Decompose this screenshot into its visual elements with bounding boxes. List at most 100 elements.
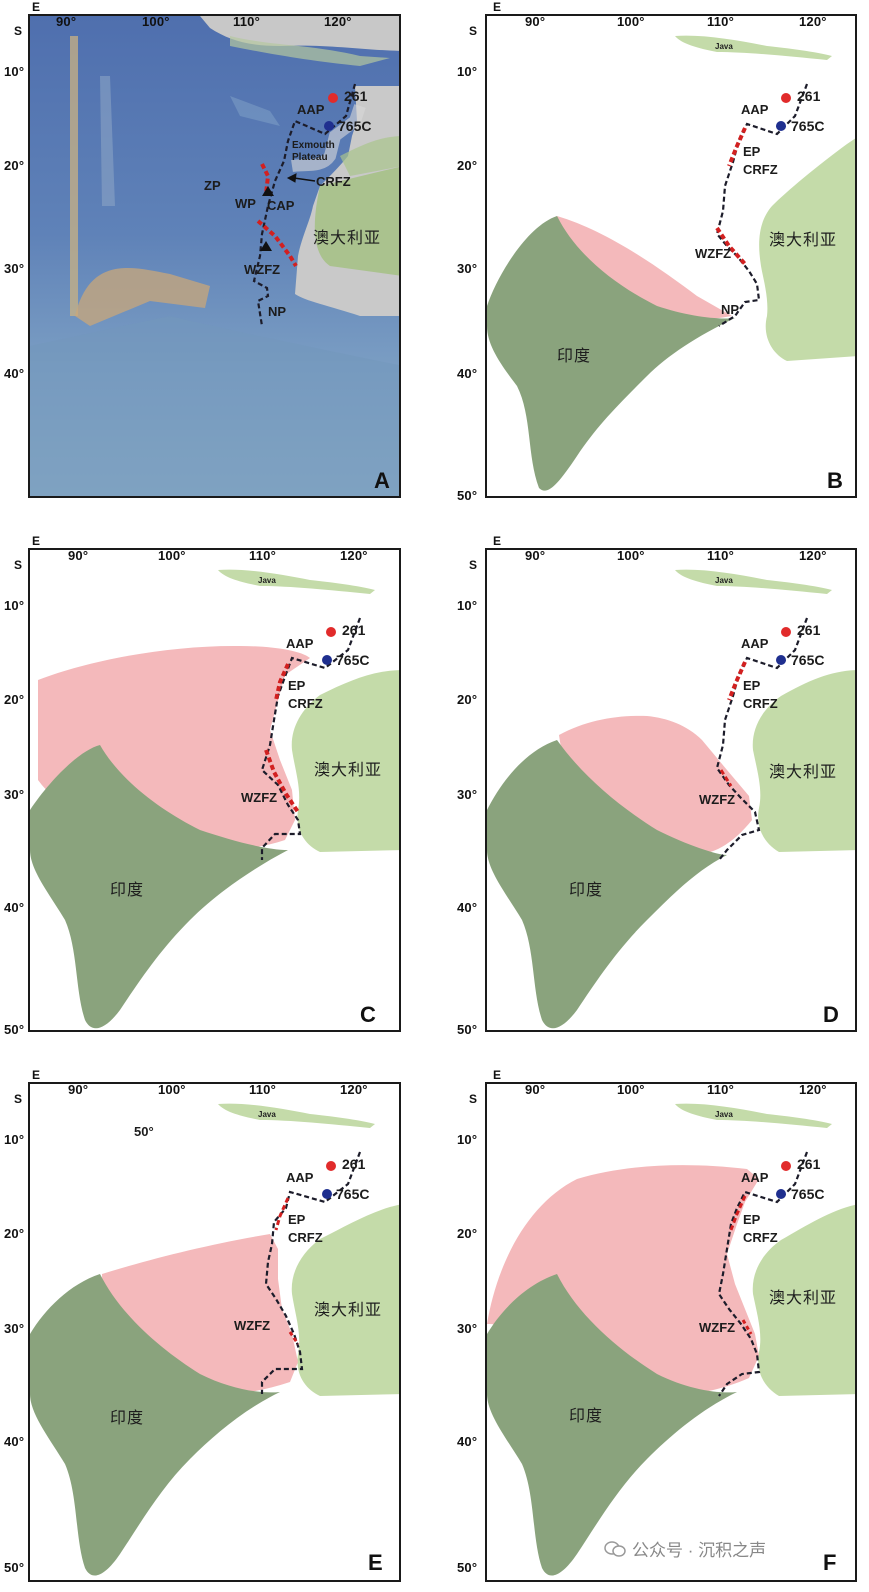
label-crfz-e: CRFZ — [288, 1230, 323, 1245]
lon-label-100-d: 100° — [617, 548, 645, 563]
label-wzfz: WZFZ — [244, 262, 281, 277]
lat-corner-c: S — [14, 558, 23, 572]
site-765c-marker-f — [776, 1189, 786, 1199]
label-plateau: Plateau — [292, 152, 328, 163]
label-australia-e: 澳大利亚 — [314, 1302, 383, 1319]
rift-segment-b1 — [727, 127, 747, 167]
rift-segment-f1 — [729, 1195, 747, 1231]
lon-label-110-e: 110° — [249, 1082, 276, 1097]
panel-a: 90° 100° 110° 120° 261 AAP 765C Exmouth … — [4, 0, 401, 498]
label-aap-d: AAP — [741, 636, 769, 651]
label-australia-d: 澳大利亚 — [769, 764, 838, 781]
label-stray-50-e: 50° — [134, 1124, 154, 1139]
label-765c-d: 765C — [791, 652, 825, 668]
label-261: 261 — [344, 88, 368, 104]
rift-segment-a1 — [260, 163, 271, 195]
lon-corner-f: E — [493, 1068, 502, 1082]
label-wzfz-e: WZFZ — [234, 1318, 271, 1333]
lat-label-30-a: 30° — [4, 261, 25, 276]
ninetyeast-ridge — [70, 36, 78, 316]
label-aap-c: AAP — [286, 636, 314, 651]
lat-label-40-e: 40° — [4, 1434, 25, 1449]
lat-label-30-b: 30° — [457, 261, 478, 276]
australia-land-f — [752, 1204, 855, 1396]
margin-boundary-d — [715, 617, 809, 861]
lat-corner-a: S — [14, 24, 23, 38]
panel-letter-e: E — [368, 1550, 383, 1575]
lon-label-100-c: 100° — [158, 548, 186, 563]
site-261-marker-b — [781, 93, 791, 103]
lat-corner-e: S — [14, 1092, 23, 1106]
panel-f: 90° 100° 110° 120° Java 261 AAP 765C EP … — [457, 1068, 857, 1582]
lon-label-110-f: 110° — [707, 1082, 734, 1097]
rift-segment-a2 — [256, 219, 298, 268]
panel-letter-b: B — [827, 468, 843, 493]
label-australia-f: 澳大利亚 — [769, 1290, 838, 1307]
label-india-c: 印度 — [110, 882, 145, 899]
java-island-c — [218, 569, 375, 594]
lon-label-110: 110° — [233, 14, 260, 29]
site-261-marker-a — [328, 93, 338, 103]
label-java-c: Java — [258, 576, 276, 585]
lat-label-50-c: 50° — [4, 1022, 25, 1037]
label-261-b: 261 — [797, 88, 821, 104]
label-aap: AAP — [297, 102, 325, 117]
lon-label-120: 120° — [324, 14, 352, 29]
rift-segment-e1 — [274, 1197, 290, 1231]
java-island-b — [675, 35, 832, 60]
lon-corner-a: E — [32, 0, 41, 14]
lat-label-50-b: 50° — [457, 488, 478, 503]
label-765c-e: 765C — [336, 1186, 370, 1202]
lon-label-90-f: 90° — [525, 1082, 546, 1097]
label-ep-b: EP — [743, 144, 761, 159]
lat-label-40-b: 40° — [457, 366, 478, 381]
site-765c-marker-d — [776, 655, 786, 665]
lon-label-100: 100° — [142, 14, 170, 29]
lon-label-110-d: 110° — [707, 548, 734, 563]
arrow-icon-crfz — [286, 173, 316, 183]
lon-label-120-b: 120° — [799, 14, 827, 29]
label-ep-d: EP — [743, 678, 761, 693]
panel-b: 90° 100° 110° 120° Java 261 AAP 765C EP … — [457, 0, 857, 503]
map-frame-f: 90° 100° 110° 120° Java 261 AAP 765C EP … — [485, 1082, 857, 1582]
rift-segment-c1 — [274, 663, 290, 701]
label-aap-f: AAP — [741, 1170, 769, 1185]
lat-label-40-d: 40° — [457, 900, 478, 915]
label-261-c: 261 — [342, 622, 366, 638]
label-np-b: NP — [721, 302, 740, 317]
lat-label-30-c: 30° — [4, 787, 25, 802]
watermark-text: 公众号 · 沉积之声 — [632, 1541, 767, 1560]
reconstruction-map-f — [487, 1103, 855, 1576]
label-crfz: CRFZ — [316, 174, 351, 189]
label-wzfz-c: WZFZ — [241, 790, 278, 805]
lat-label-10-c: 10° — [4, 598, 25, 613]
panel-c: 90° 100° 110° 120° Java 261 AAP 765C EP … — [4, 534, 401, 1037]
label-wzfz-d: WZFZ — [699, 792, 736, 807]
rift-segment-d1 — [727, 661, 747, 701]
arrow-icon-wzfz — [260, 241, 272, 251]
lat-label-30-d: 30° — [457, 787, 478, 802]
lon-label-90-d: 90° — [525, 548, 546, 563]
lat-label-50-f: 50° — [457, 1560, 478, 1575]
map-frame-e: 90° 100° 110° 120° Java 50° 261 AAP 765C… — [28, 1082, 401, 1582]
lat-label-40-f: 40° — [457, 1434, 478, 1449]
lat-label-10-d: 10° — [457, 598, 478, 613]
lon-corner-b: E — [493, 0, 502, 14]
java-island-f — [675, 1103, 832, 1128]
label-java-b: Java — [715, 42, 733, 51]
wechat-icon — [604, 1540, 626, 1557]
bathymetry-map — [30, 16, 399, 496]
lon-label-110-b: 110° — [707, 14, 734, 29]
label-261-f: 261 — [797, 1156, 821, 1172]
margin-boundary-f — [717, 1151, 809, 1397]
label-exmouth: Exmouth — [292, 140, 335, 151]
arrow-icon-cap — [262, 186, 274, 196]
label-australia-c: 澳大利亚 — [314, 762, 383, 779]
india-b — [487, 216, 735, 491]
java-island-d — [675, 569, 832, 594]
india-e — [30, 1274, 280, 1576]
lon-corner-d: E — [493, 534, 502, 548]
lon-corner-e: E — [32, 1068, 41, 1082]
site-261-marker-e — [326, 1161, 336, 1171]
panel-letter-f: F — [823, 1550, 837, 1575]
